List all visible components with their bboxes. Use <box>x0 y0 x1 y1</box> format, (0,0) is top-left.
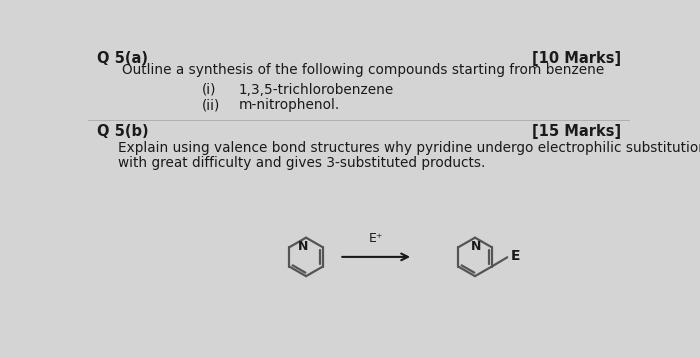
Text: (ii): (ii) <box>202 98 220 112</box>
Text: [15 Marks]: [15 Marks] <box>531 124 621 139</box>
Text: E⁺: E⁺ <box>369 232 384 245</box>
Text: m-nitrophenol.: m-nitrophenol. <box>239 98 340 112</box>
Text: Q 5(b): Q 5(b) <box>97 124 148 139</box>
Text: N: N <box>470 240 481 253</box>
Text: E: E <box>511 249 521 263</box>
Text: with great difficulty and gives 3-substituted products.: with great difficulty and gives 3-substi… <box>118 156 486 170</box>
Text: (i): (i) <box>202 83 217 97</box>
Text: Outline a synthesis of the following compounds starting from benzene: Outline a synthesis of the following com… <box>122 63 605 77</box>
Text: [10 Marks]: [10 Marks] <box>531 51 621 66</box>
Text: N: N <box>298 240 308 253</box>
Text: Explain using valence bond structures why pyridine undergo electrophilic substit: Explain using valence bond structures wh… <box>118 141 700 155</box>
Text: Q 5(a): Q 5(a) <box>97 51 148 66</box>
Text: 1,3,5-trichlorobenzene: 1,3,5-trichlorobenzene <box>239 83 394 97</box>
